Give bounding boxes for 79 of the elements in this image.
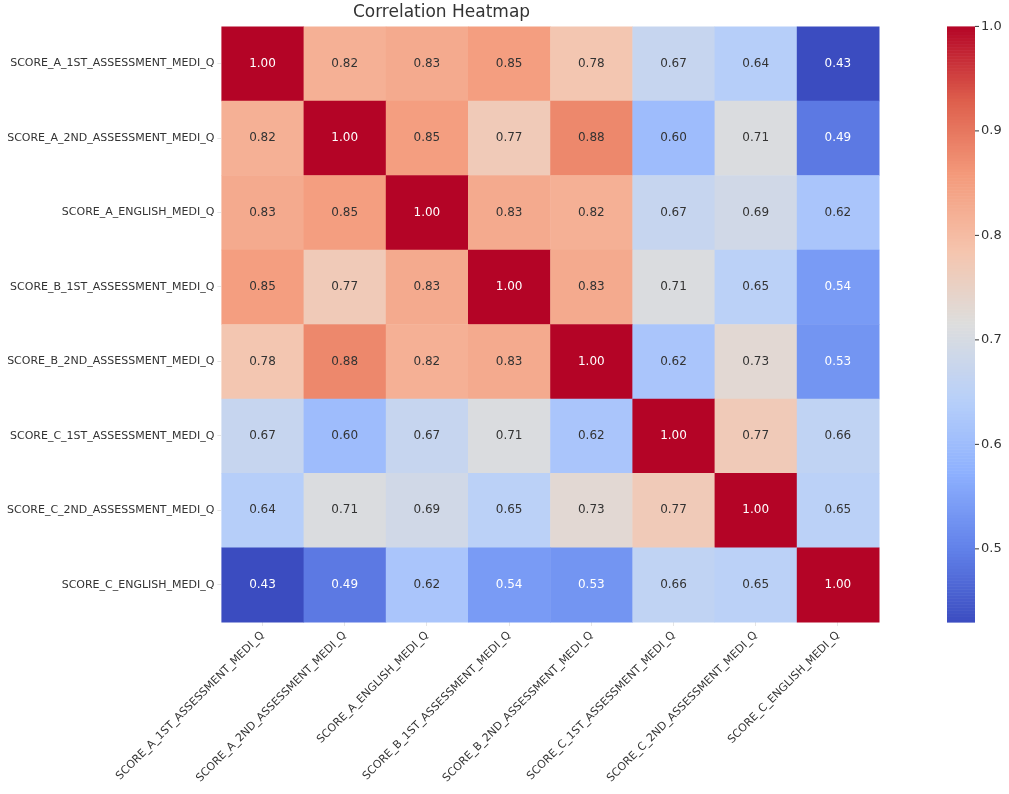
data-label: 0.77	[742, 428, 770, 443]
y-tick-label: SCORE_A_ENGLISH_MEDI_Q	[61, 205, 215, 219]
chart-title: Correlation Heatmap	[352, 0, 531, 21]
data-label: 0.67	[660, 204, 687, 219]
data-label: 1.00	[742, 502, 770, 517]
data-label: 0.64	[742, 55, 770, 70]
data-label: 0.65	[742, 576, 770, 591]
data-label: 0.85	[413, 130, 441, 145]
data-label: 0.43	[249, 576, 276, 591]
data-label: 0.67	[413, 428, 441, 443]
data-label: 0.69	[742, 204, 770, 219]
data-label: 0.83	[495, 353, 523, 368]
y-tick-label: SCORE_A_1ST_ASSESSMENT_MEDI_Q	[10, 56, 215, 70]
data-label: 0.66	[660, 576, 687, 591]
data-label: 1.00	[331, 130, 359, 145]
y-tick-label: SCORE_C_1ST_ASSESSMENT_MEDI_Q	[9, 428, 215, 442]
data-label: 0.66	[824, 428, 852, 443]
data-label: 0.73	[742, 353, 770, 368]
data-label: 0.67	[249, 428, 276, 443]
color-bar-label: 1.0	[981, 17, 1002, 33]
data-label: 0.82	[249, 130, 276, 145]
data-label: 0.77	[495, 130, 523, 145]
data-label: 0.60	[660, 130, 687, 145]
data-label: 0.53	[577, 576, 605, 591]
data-label: 1.00	[577, 353, 605, 368]
data-label: 0.53	[824, 353, 852, 368]
data-label: 0.88	[577, 130, 605, 145]
data-label: 0.71	[331, 502, 359, 517]
data-label: 0.82	[331, 55, 359, 70]
data-label: 0.71	[495, 428, 523, 443]
color-bar-label: 0.7	[981, 331, 1002, 347]
color-bar-label: 0.8	[981, 226, 1002, 242]
data-label: 0.85	[495, 55, 523, 70]
y-tick-label: SCORE_C_ENGLISH_MEDI_Q	[61, 577, 215, 591]
data-label: 0.78	[249, 353, 276, 368]
data-label: 0.85	[249, 279, 276, 294]
data-label: 1.00	[660, 428, 687, 443]
color-bar-label: 0.5	[981, 540, 1002, 556]
data-label: 0.49	[331, 576, 359, 591]
data-label: 0.83	[413, 279, 441, 294]
data-label: 0.43	[824, 55, 852, 70]
data-label: 1.00	[495, 279, 523, 294]
data-label: 0.69	[413, 502, 441, 517]
data-label: 0.83	[413, 55, 441, 70]
data-label: 0.71	[660, 279, 687, 294]
data-label: 0.82	[577, 204, 605, 219]
data-label: 0.65	[824, 502, 852, 517]
data-label: 0.62	[577, 428, 605, 443]
data-label: 0.67	[660, 55, 687, 70]
data-label: 0.64	[249, 502, 276, 517]
data-label: 1.00	[824, 576, 852, 591]
data-label: 0.77	[331, 279, 359, 294]
data-label: 0.85	[331, 204, 359, 219]
data-label: 0.88	[331, 353, 359, 368]
data-label: 0.65	[495, 502, 523, 517]
data-label: 0.77	[660, 502, 687, 517]
data-label: 0.73	[577, 502, 605, 517]
y-tick-label: SCORE_B_2ND_ASSESSMENT_MEDI_Q	[7, 354, 215, 368]
data-label: 0.54	[824, 279, 852, 294]
data-label: 0.83	[249, 204, 276, 219]
data-label: 1.00	[249, 55, 276, 70]
data-label: 0.71	[742, 130, 770, 145]
color-bar-label: 0.9	[981, 122, 1002, 138]
data-label: 0.49	[824, 130, 852, 145]
data-label: 0.62	[413, 576, 441, 591]
data-label: 0.60	[331, 428, 359, 443]
data-label: 0.82	[413, 353, 441, 368]
data-label: 1.00	[413, 204, 441, 219]
data-label: 0.83	[495, 204, 523, 219]
color-bar-label: 0.6	[981, 435, 1002, 451]
data-label: 0.62	[824, 204, 852, 219]
y-tick-label: SCORE_A_2ND_ASSESSMENT_MEDI_Q	[7, 130, 215, 144]
data-label: 0.83	[577, 279, 605, 294]
data-label: 0.62	[660, 353, 687, 368]
data-label: 0.54	[495, 576, 523, 591]
data-label: 0.65	[742, 279, 770, 294]
y-tick-label: SCORE_B_1ST_ASSESSMENT_MEDI_Q	[10, 279, 215, 293]
y-tick-label: SCORE_C_2ND_ASSESSMENT_MEDI_Q	[6, 503, 215, 517]
data-label: 0.78	[577, 55, 605, 70]
